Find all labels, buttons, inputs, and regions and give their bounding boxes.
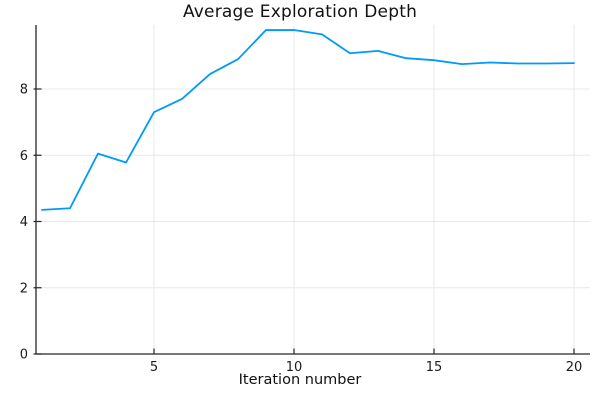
x-tick-label: 5 — [150, 360, 158, 375]
x-tick-label: 20 — [566, 360, 583, 375]
y-tick-label: 6 — [20, 149, 28, 164]
y-tick-label: 8 — [20, 83, 28, 98]
series-line — [41, 29, 575, 211]
x-tick-label: 10 — [286, 360, 303, 375]
x-tick-label: 15 — [426, 360, 443, 375]
y-tick-label: 2 — [20, 281, 28, 296]
y-tick-label: 0 — [20, 348, 28, 363]
y-tick-label: 4 — [20, 215, 28, 230]
